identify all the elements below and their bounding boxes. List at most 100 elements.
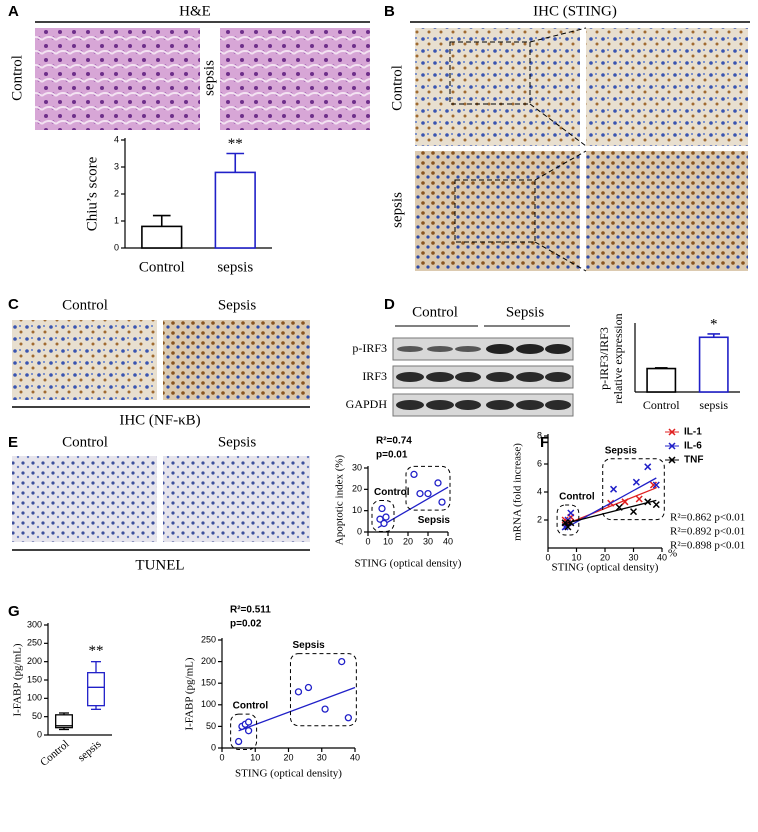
panel-label: D [384,296,395,313]
y-tick-label: 300 [27,619,42,629]
band-label: IRF3 [362,369,387,383]
trendline [377,486,449,529]
significance: ** [228,136,243,152]
group-label: Control [412,304,458,320]
y-tick-label: 250 [201,634,216,644]
trendline [561,477,657,531]
fit-statistic: R²=0.892 p<0.01 [670,526,745,538]
y-tick-label: 200 [201,656,216,666]
point [629,508,638,516]
category-label: Control [139,259,185,275]
y-tick-label: 6 [537,458,542,468]
category-label: sepsis [699,398,728,412]
column-label: Sepsis [218,297,257,313]
x-tick-label: 30 [628,552,638,562]
point [567,519,575,527]
y-axis-label: relative expression [611,313,625,403]
point [438,498,446,506]
category-label: sepsis [76,738,104,764]
y-tick-label: 3 [114,161,119,171]
group-box [602,458,665,521]
panel-label: C [8,296,19,313]
group-label: Sepsis [605,445,638,456]
point [424,489,432,498]
category-label: Control [38,738,71,769]
row-label: Control [389,65,405,111]
x-tick-label: 40 [657,552,667,562]
x-tick-label: 20 [403,536,413,546]
point [644,463,652,471]
x-tick-label: 40 [443,536,453,546]
micrograph [586,28,748,146]
column-label: Control [62,297,108,313]
point [344,714,353,722]
y-tick-label: 8 [537,430,542,440]
micrograph [163,456,310,542]
image-label: sepsis [201,60,217,96]
y-tick-label: 50 [32,711,42,721]
annotation: R²=0.511 [230,605,271,616]
y-tick-label: 20 [352,484,362,494]
fit-statistic: R²=0.862 p<0.01 [670,512,745,524]
panel-label: F [540,434,549,451]
caption: TUNEL [135,557,184,573]
x-tick-label: 20 [600,552,610,562]
point [632,478,640,486]
x-tick-label: 0 [545,552,550,562]
x-tick-label: 10 [383,536,393,546]
caption: IHC (NF-κB) [119,412,200,428]
point [338,657,346,666]
group-box [289,653,357,727]
column-label: Control [62,434,108,450]
point [564,523,572,531]
point [621,498,629,506]
trendline [238,686,356,732]
group-box [230,713,258,751]
y-tick-label: 30 [352,462,362,472]
group-box [556,504,580,536]
group-label: Control [374,487,410,498]
group-box [371,500,395,532]
y-tick-label: 100 [201,699,216,709]
point [304,683,313,692]
trendline [562,487,657,527]
bar [141,225,183,249]
x-tick-label: 40 [350,752,360,762]
x-tick-label: 0 [219,752,224,762]
panel-title: IHC (STING) [533,3,617,19]
micrograph [12,320,157,400]
y-tick-label: 0 [37,729,42,739]
y-axis-label: mRNA (fold increase) [512,443,524,541]
trendline [562,499,657,525]
y-tick-label: 150 [27,674,42,684]
legend-label: TNF [684,455,703,466]
point [615,503,623,511]
panel-label: B [384,3,395,20]
y-tick-label: 100 [27,693,42,703]
panel-labels: A B C D E F G [8,3,549,620]
annotation: p=0.02 [230,619,262,630]
x-tick-label: 10 [250,752,260,762]
bar [214,171,256,249]
category-label: Control [643,398,680,412]
point [244,727,253,735]
panel-title: H&E [179,3,211,19]
point [244,718,253,726]
bar [698,336,729,393]
y-tick-label: 4 [114,134,119,144]
bar [646,367,677,393]
fit-statistic: R²=0.898 p<0.01 [670,540,745,552]
y-axis-label: I-FABP (pg/mL) [184,657,196,730]
y-tick-label: 10 [352,505,362,515]
micrograph [586,151,748,271]
x-tick-label: 20 [283,752,293,762]
point [652,501,660,509]
y-axis-label: p-IRF3/IRF3 [597,327,611,390]
point [610,485,618,493]
panel-label: A [8,3,19,20]
legend-label: IL-6 [684,441,702,452]
y-tick-label: 50 [206,721,216,731]
box [87,672,105,707]
x-tick-label: 10 [571,552,581,562]
